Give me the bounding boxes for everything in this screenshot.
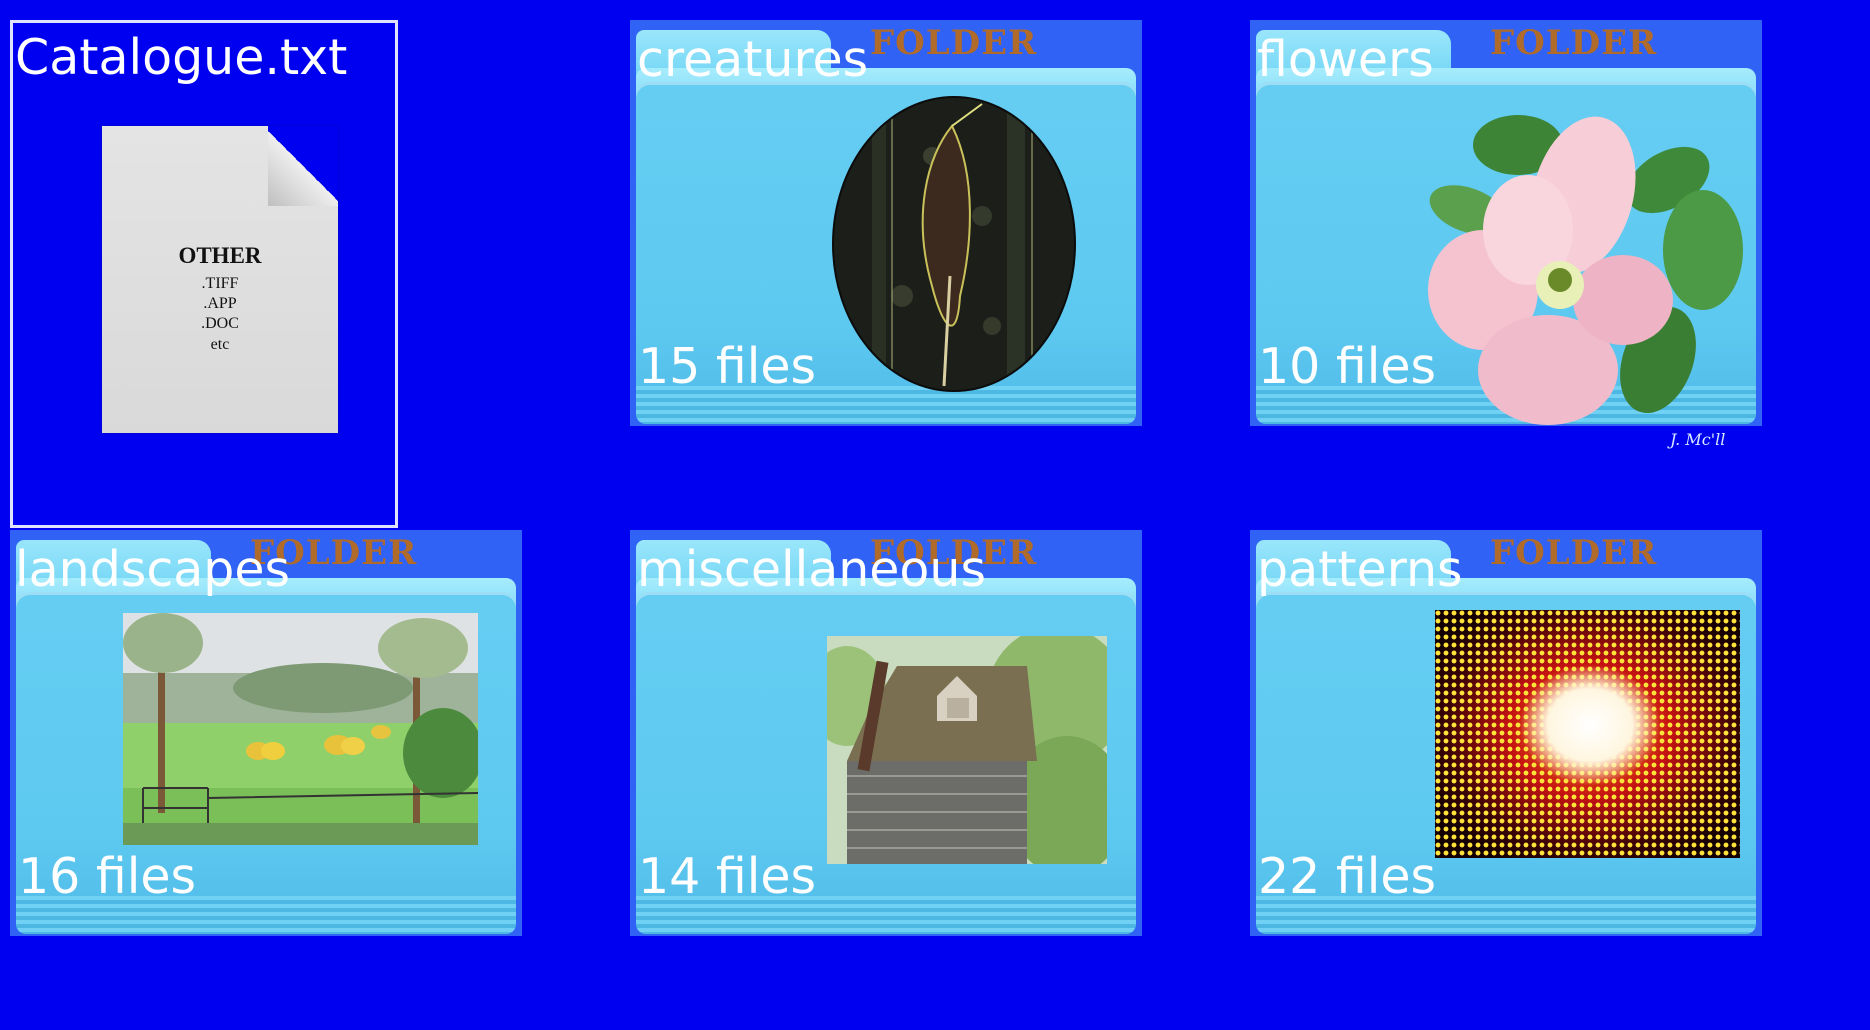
folder-landscapes[interactable]: FOLDER landscapes 16 files [10,530,522,936]
thumbnail-pattern [1435,610,1740,858]
doc-icon-line: etc [210,336,230,353]
document-icon: OTHER .TIFF .APP .DOC etc [102,126,338,433]
file-count: 22 files [1258,848,1437,905]
folder-patterns[interactable]: FOLDER patterns 22 files [1250,530,1762,936]
folder-word: FOLDER [1490,23,1658,63]
folder-name: patterns [1257,541,1463,598]
folder-name: flowers [1257,31,1434,88]
doc-icon-line: .DOC [201,315,239,332]
doc-icon-line: .APP [203,295,237,312]
thumbnail-cottage [827,636,1107,864]
artist-signature: J. Mc'll [1670,430,1726,449]
folder-flowers[interactable]: FOLDER flowers 10 files J. Mc'll [1250,20,1762,449]
file-count: 15 files [638,338,817,395]
folder-word: FOLDER [870,533,1038,573]
selection-frame [10,20,398,528]
folder-word: FOLDER [870,23,1038,63]
file-name: Catalogue.txt [15,29,348,86]
thumbnail-landscape [123,613,478,845]
folder-creatures[interactable]: FOLDER creatures 15 files [630,20,1142,426]
file-count: 16 files [18,848,197,905]
folder-word: FOLDER [250,533,418,573]
file-count: 10 files [1258,338,1437,395]
folder-name: landscapes [15,541,291,598]
folder-name: creatures [637,31,869,88]
doc-icon-line: .TIFF [201,275,239,292]
thumbnail-flower [1408,100,1748,475]
folder-name: miscellaneous [637,541,986,598]
file-count: 14 files [638,848,817,905]
thumbnail-bird [832,96,1077,393]
folder-miscellaneous[interactable]: FOLDER miscellaneous 14 files [630,530,1142,936]
file-catalogue[interactable]: Catalogue.txt OTHER .TIFF .APP .DOC etc [0,0,410,540]
doc-icon-title: OTHER [178,243,262,268]
folder-word: FOLDER [1490,533,1658,573]
page-curl-icon [268,126,338,206]
